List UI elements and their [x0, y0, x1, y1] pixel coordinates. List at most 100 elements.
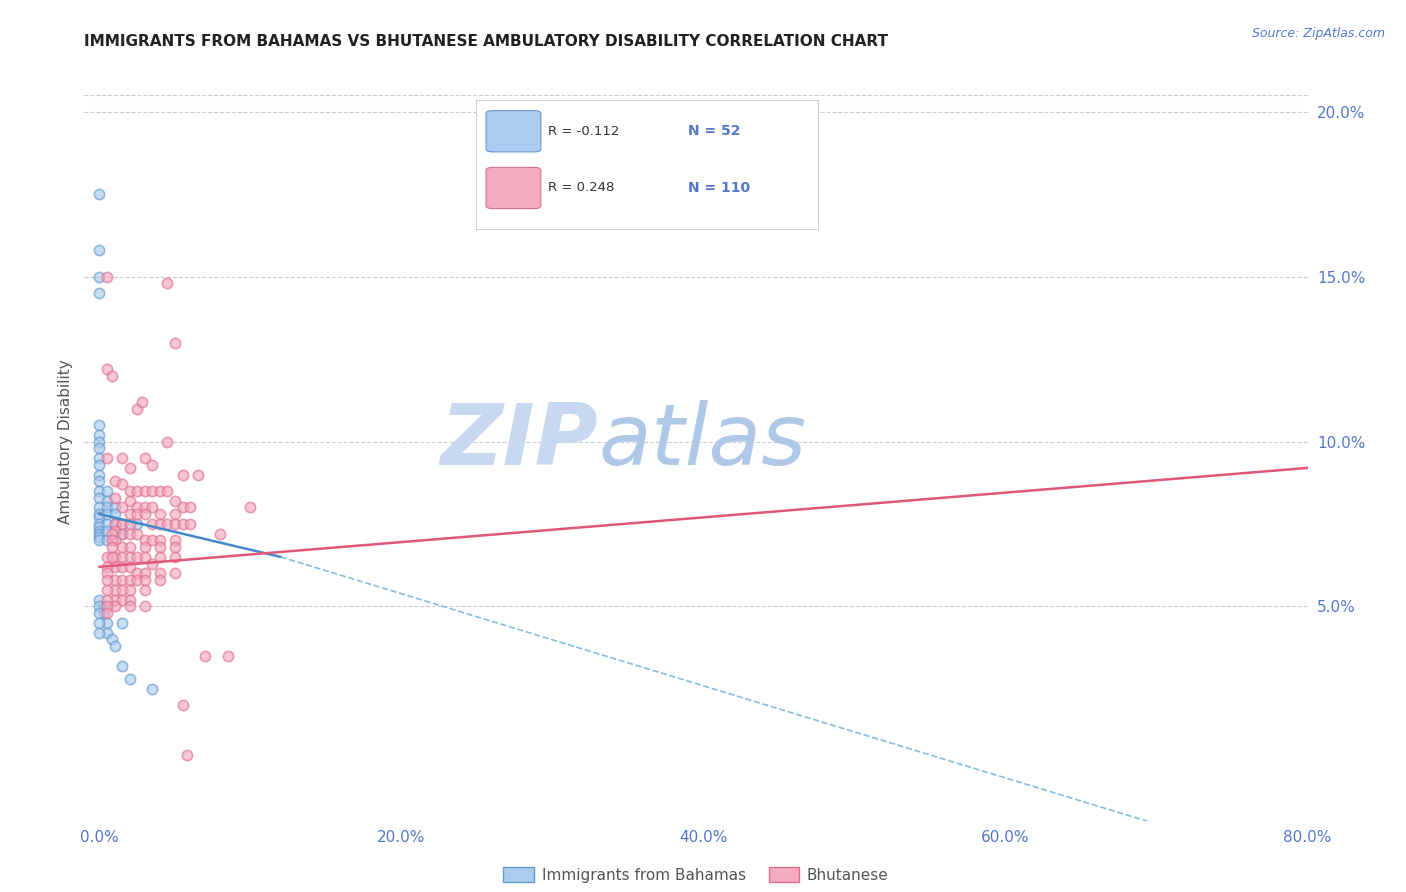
Point — [100, 632, 122, 647]
Point — [111, 559, 134, 574]
Point — [103, 573, 125, 587]
Text: ZIP: ZIP — [440, 400, 598, 483]
Point — [111, 526, 134, 541]
Point — [103, 582, 125, 597]
Point — [111, 658, 134, 673]
Point — [118, 582, 141, 597]
Point — [134, 582, 156, 597]
Point — [141, 681, 163, 696]
Point — [118, 461, 141, 475]
Point — [149, 549, 172, 564]
Point — [103, 592, 125, 607]
Point — [163, 494, 186, 508]
Point — [89, 606, 111, 620]
Point — [93, 599, 115, 614]
Point — [118, 599, 141, 614]
Point — [89, 428, 111, 442]
Point — [89, 500, 111, 515]
Point — [96, 615, 118, 630]
Text: IMMIGRANTS FROM BAHAMAS VS BHUTANESE AMBULATORY DISABILITY CORRELATION CHART: IMMIGRANTS FROM BAHAMAS VS BHUTANESE AMB… — [84, 34, 889, 49]
Point — [89, 491, 111, 505]
Point — [111, 615, 134, 630]
Point — [118, 526, 141, 541]
Point — [96, 524, 118, 538]
Point — [89, 269, 111, 284]
Point — [103, 507, 125, 521]
Point — [163, 335, 186, 350]
Point — [149, 533, 172, 548]
Point — [163, 540, 186, 554]
Point — [111, 592, 134, 607]
Point — [134, 507, 156, 521]
Point — [96, 494, 118, 508]
Point — [149, 566, 172, 581]
Point — [163, 507, 186, 521]
Point — [111, 582, 134, 597]
Point — [187, 467, 209, 482]
Point — [141, 483, 163, 498]
Point — [131, 395, 153, 409]
Point — [96, 599, 118, 614]
Point — [163, 566, 186, 581]
Point — [100, 533, 122, 548]
Point — [89, 516, 111, 531]
Point — [89, 418, 111, 433]
Point — [89, 520, 111, 534]
Point — [217, 648, 239, 663]
Point — [93, 606, 115, 620]
Point — [96, 559, 118, 574]
Point — [103, 516, 125, 531]
Point — [118, 483, 141, 498]
Point — [96, 516, 118, 531]
Point — [163, 533, 186, 548]
Point — [96, 533, 118, 548]
Point — [89, 441, 111, 455]
Point — [134, 549, 156, 564]
Point — [134, 573, 156, 587]
Point — [96, 362, 118, 376]
Point — [127, 549, 149, 564]
Point — [149, 516, 172, 531]
Point — [103, 599, 125, 614]
Text: atlas: atlas — [598, 400, 806, 483]
Point — [118, 507, 141, 521]
Point — [96, 582, 118, 597]
Point — [96, 625, 118, 640]
Point — [103, 549, 125, 564]
Point — [209, 526, 232, 541]
Point — [103, 559, 125, 574]
Point — [149, 573, 172, 587]
Point — [89, 524, 111, 538]
Point — [149, 540, 172, 554]
Point — [127, 566, 149, 581]
Point — [89, 458, 111, 472]
Point — [118, 592, 141, 607]
Point — [127, 401, 149, 416]
Point — [134, 566, 156, 581]
Point — [89, 483, 111, 498]
Point — [111, 516, 134, 531]
Point — [127, 516, 149, 531]
Point — [134, 533, 156, 548]
Point — [127, 573, 149, 587]
Point — [89, 244, 111, 258]
Point — [89, 625, 111, 640]
Point — [103, 491, 125, 505]
Point — [172, 698, 194, 713]
Point — [118, 672, 141, 686]
Point — [100, 540, 122, 554]
Point — [96, 606, 118, 620]
Point — [118, 559, 141, 574]
Point — [96, 483, 118, 498]
Point — [89, 530, 111, 544]
Point — [111, 549, 134, 564]
Point — [141, 557, 163, 571]
Point — [96, 500, 118, 515]
Point — [89, 474, 111, 488]
Point — [96, 549, 118, 564]
Point — [89, 286, 111, 301]
Point — [141, 500, 163, 515]
Point — [149, 483, 172, 498]
Point — [89, 507, 111, 521]
Point — [163, 549, 186, 564]
